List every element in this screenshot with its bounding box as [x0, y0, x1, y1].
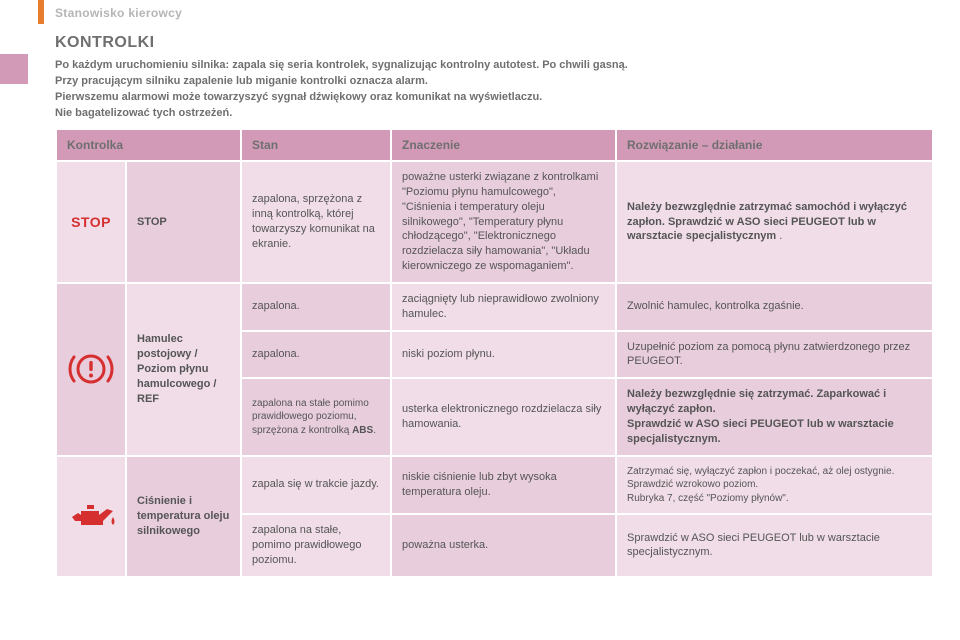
stop-icon: STOP	[71, 214, 111, 230]
brake-icon	[68, 349, 114, 389]
stop-action: Należy bezwzględnie zatrzymać samochód i…	[616, 161, 933, 283]
indicators-table: Kontrolka Stan Znaczenie Rozwiązanie – d…	[55, 128, 934, 578]
brake-icon-cell	[56, 283, 126, 456]
col-state: Stan	[241, 129, 391, 161]
col-meaning: Znaczenie	[391, 129, 616, 161]
intro-line: Po każdym uruchomieniu silnika: zapala s…	[55, 59, 628, 71]
brake3-action: Należy bezwzględnie się zatrzymać. Zapar…	[616, 378, 933, 455]
stop-name: STOP	[126, 161, 241, 283]
stop-meaning: poważne usterki związane z kontrolkami "…	[391, 161, 616, 283]
page-title: KONTROLKI	[55, 34, 155, 52]
brake-name: Hamulec postojowy / Poziom płynu hamulco…	[126, 283, 241, 456]
intro-line: Nie bagatelizować tych ostrzeżeń.	[55, 107, 232, 119]
page-tab	[0, 54, 28, 84]
oil-can-icon	[67, 501, 117, 531]
oil-icon-cell	[56, 456, 126, 577]
brake3-state: zapalona na stałe pomimo prawidłowego po…	[241, 378, 391, 455]
oil1-action: Zatrzymać się, wyłączyć zapłon i poczeka…	[616, 456, 933, 515]
brake1-action: Zwolnić hamulec, kontrolka zgaśnie.	[616, 283, 933, 331]
stop-state: zapalona, sprzężona z inną kontrolką, kt…	[241, 161, 391, 283]
brake1-meaning: zaciągnięty lub nieprawidłowo zwolniony …	[391, 283, 616, 331]
brake3-meaning: usterka elektronicznego rozdzielacza sił…	[391, 378, 616, 455]
col-indicator: Kontrolka	[56, 129, 241, 161]
brake2-state: zapalona.	[241, 331, 391, 379]
oil1-state: zapala się w trakcie jazdy.	[241, 456, 391, 515]
brake2-meaning: niski poziom płynu.	[391, 331, 616, 379]
brake1-state: zapalona.	[241, 283, 391, 331]
oil2-action: Sprawdzić w ASO sieci PEUGEOT lub w wars…	[616, 514, 933, 577]
stop-icon-cell: STOP	[56, 161, 126, 283]
oil2-state: zapalona na stałe, pomimo prawidłowego p…	[241, 514, 391, 577]
oil2-meaning: poważna usterka.	[391, 514, 616, 577]
oil-name: Ciśnienie i temperatura oleju silnikoweg…	[126, 456, 241, 577]
brake2-action: Uzupełnić poziom za pomocą płynu zatwier…	[616, 331, 933, 379]
section-label: Stanowisko kierowcy	[55, 6, 182, 20]
col-action: Rozwiązanie – działanie	[616, 129, 933, 161]
intro-line: Pierwszemu alarmowi może towarzyszyć syg…	[55, 91, 542, 103]
intro-line: Przy pracującym silniku zapalenie lub mi…	[55, 75, 428, 87]
intro-text: Po każdym uruchomieniu silnika: zapala s…	[55, 58, 932, 122]
corner-tab	[38, 0, 44, 24]
oil1-meaning: niskie ciśnienie lub zbyt wysoka tempera…	[391, 456, 616, 515]
